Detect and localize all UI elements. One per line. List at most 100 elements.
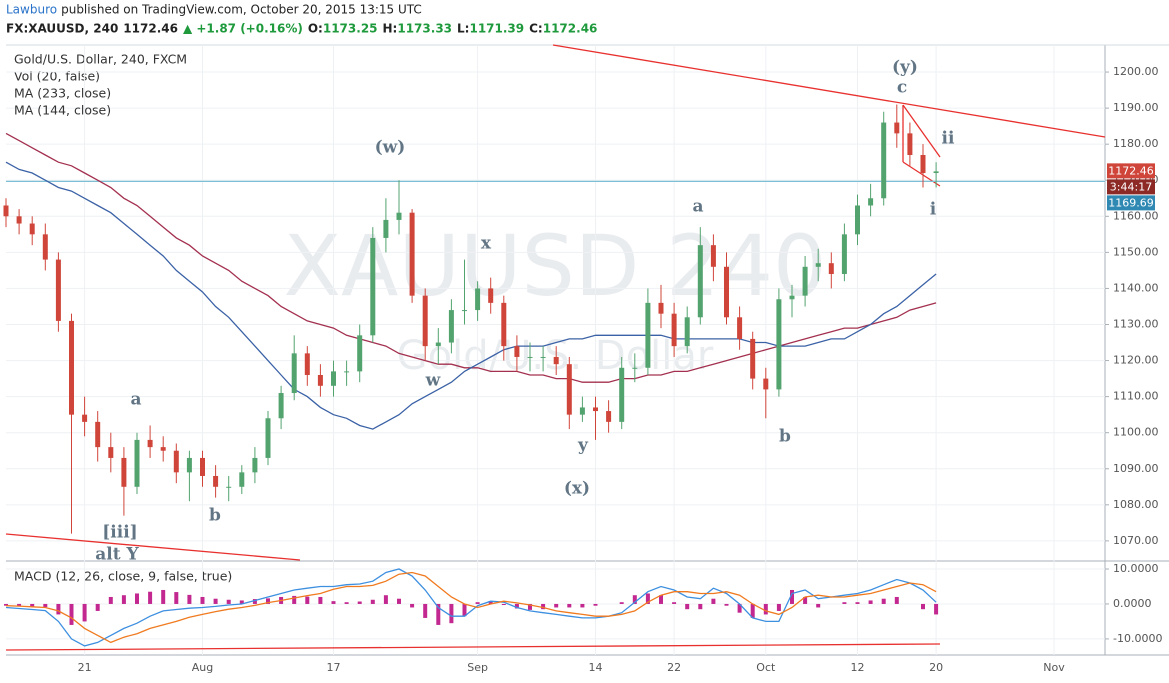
candle-body (200, 457, 205, 476)
countdown: 3:44:17 (1110, 180, 1152, 193)
candle-body (841, 234, 847, 275)
histogram-bar (855, 602, 860, 604)
histogram-bar (252, 599, 257, 604)
ohlc-value: 1172.46 (543, 22, 598, 36)
symbol-line: FX:XAUUSD, 240 1172.46 ▲ +1.87 (+0.16%) O: 1… (6, 22, 597, 36)
candle-body (815, 263, 821, 267)
histogram-bar (868, 600, 873, 604)
candle-body (579, 407, 585, 415)
y-tick-label: 1090.00 (1113, 462, 1159, 475)
last-price-label: 1172.46 (1108, 164, 1154, 177)
candle-body (763, 378, 769, 390)
histogram-bar (580, 603, 585, 608)
histogram-bar (645, 593, 650, 604)
candle-body (593, 407, 598, 412)
watermark: Gold/U.S. Dollar (397, 333, 714, 379)
candle-body (527, 356, 533, 358)
wave-label: y (577, 436, 589, 456)
candle-body (422, 295, 428, 347)
histogram-bar (881, 598, 886, 604)
histogram-bar (226, 599, 231, 604)
candle-body (173, 450, 179, 473)
x-tick-label: 14 (589, 661, 603, 674)
x-tick-label: 22 (667, 661, 681, 674)
histogram-bar (475, 602, 480, 604)
candle-body (370, 237, 376, 336)
histogram-bar (436, 603, 441, 625)
candle-body (448, 310, 454, 343)
histogram-bar (672, 602, 677, 604)
y-tick-label: 1100.00 (1113, 426, 1159, 439)
candle-body (868, 198, 874, 206)
histogram-bar (685, 603, 690, 610)
wave-label: a (692, 197, 703, 217)
candle-body (488, 288, 494, 303)
histogram-bar (554, 603, 559, 608)
histogram-bar (213, 598, 218, 604)
candle-body (684, 317, 690, 347)
histogram-bar (541, 603, 546, 610)
histogram-bar (161, 589, 166, 604)
histogram-bar (4, 603, 8, 606)
candle-body (462, 310, 467, 312)
histogram-bar (737, 603, 742, 613)
y-tick-label: 1070.00 (1113, 534, 1159, 547)
candle-body (475, 288, 481, 311)
price-line-label: 1169.69 (1108, 196, 1154, 209)
trendline (902, 161, 941, 187)
y-tick-label: 1140.00 (1113, 281, 1159, 294)
histogram-bar (803, 596, 808, 604)
histogram-bar (711, 598, 716, 604)
histogram-bar (148, 591, 153, 604)
candle-body (331, 371, 336, 386)
wave-label: i (930, 200, 937, 220)
candle-body (134, 439, 140, 487)
candle-body (658, 302, 664, 314)
x-tick-label: Sep (467, 661, 488, 674)
candle-body (697, 245, 703, 318)
wave-label: w (425, 371, 441, 391)
y-tick-label: 1130.00 (1113, 317, 1159, 330)
candle-body (645, 302, 651, 368)
histogram-bar (121, 595, 126, 604)
wave-label: (y) (892, 58, 918, 78)
wave-label: b (779, 427, 791, 447)
histogram-bar (934, 603, 939, 615)
watermark: XAUUSD 240 (283, 217, 826, 315)
x-tick-label: 17 (327, 661, 341, 674)
y-tick-label: 1160.00 (1113, 209, 1159, 222)
histogram-bar (69, 603, 74, 625)
candle-body (265, 418, 271, 458)
candle-body (933, 171, 939, 174)
candle-body (396, 212, 402, 220)
legend-entry: MA (233, close) (14, 86, 111, 101)
histogram-bar (410, 603, 415, 608)
histogram-bar (292, 595, 297, 604)
candle-body (29, 223, 35, 235)
price-line-box (1107, 195, 1155, 211)
histogram-bar (514, 603, 519, 609)
histogram-bar (632, 595, 637, 604)
candle-body (226, 486, 232, 488)
histogram-bar (894, 596, 899, 604)
histogram-bar (82, 603, 87, 622)
histogram-bar (528, 603, 532, 610)
candle-body (776, 299, 782, 390)
macd-line (5, 571, 937, 644)
histogram-bar (135, 593, 139, 604)
y-tick-label: 1180.00 (1113, 137, 1159, 150)
histogram-bar (370, 599, 375, 604)
histogram-bar (95, 603, 100, 611)
candle-body (160, 447, 166, 451)
author[interactable]: Lawburo (6, 3, 57, 17)
histogram-bar (659, 595, 663, 604)
candle-body (186, 457, 192, 473)
candle-body (828, 263, 834, 275)
trendline (5, 643, 941, 651)
ohlc-value: 1173.25 (323, 22, 378, 36)
wave-label: (x) (564, 479, 590, 499)
histogram-bar (30, 603, 35, 607)
candle-body (82, 414, 88, 422)
ohlc-label: O: (308, 22, 323, 36)
